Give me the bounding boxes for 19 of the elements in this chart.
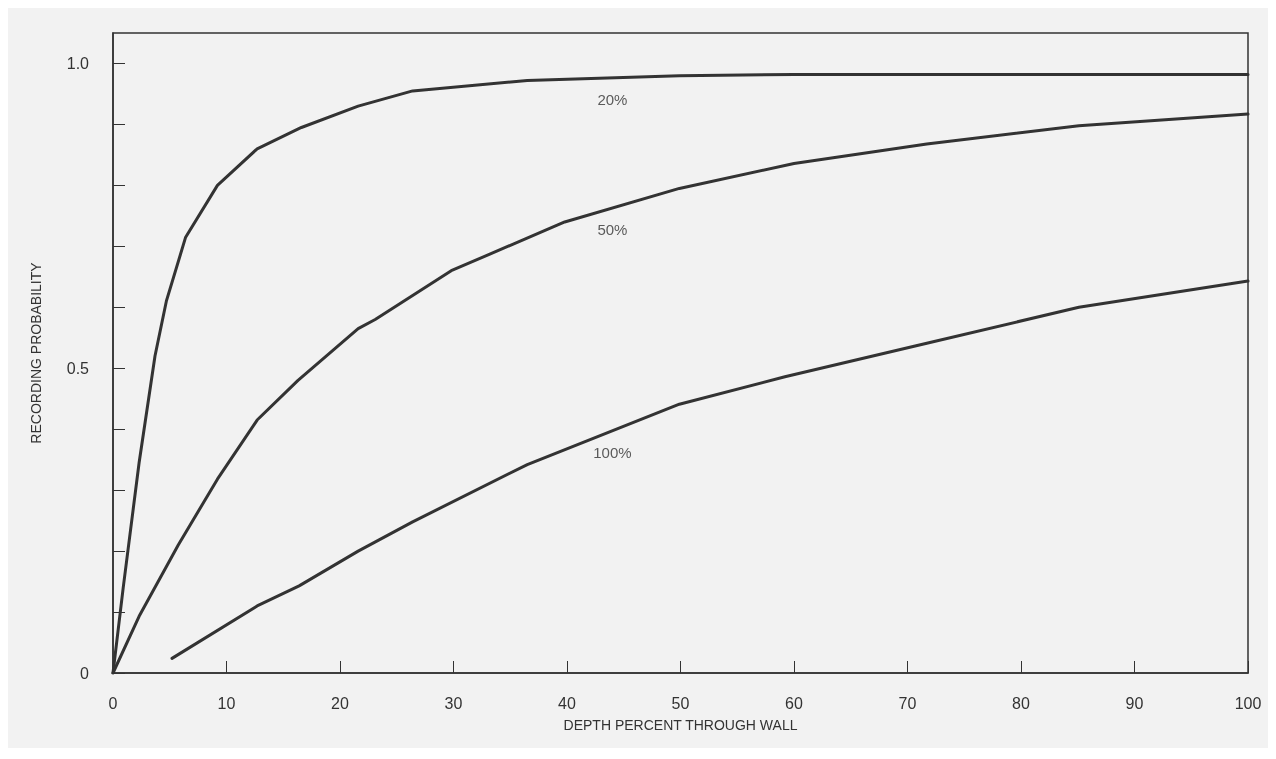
series-label: 100%: [593, 443, 632, 461]
x-tick-label: 60: [785, 694, 803, 712]
x-axis-title: DEPTH PERCENT THROUGH WALL: [563, 717, 798, 733]
x-tick-label: 80: [1012, 694, 1030, 712]
series-label: 20%: [597, 90, 628, 108]
x-tick-label: 100: [1234, 694, 1262, 712]
x-tick-label: 40: [558, 694, 576, 712]
y-tick-label: 0.5: [66, 359, 90, 377]
x-tick-label: 90: [1125, 694, 1144, 712]
x-tick-label: 0: [108, 694, 118, 712]
x-tick-label: 30: [444, 694, 463, 712]
series-label: 50%: [597, 221, 628, 239]
y-tick-label: 1.0: [66, 54, 90, 72]
x-tick-label: 20: [331, 694, 349, 712]
y-axis-title: RECORDING PROBABILITY: [28, 261, 44, 444]
x-tick-label: 50: [671, 694, 690, 712]
x-tick-label: 10: [217, 694, 236, 712]
x-tick-label: 70: [898, 694, 917, 712]
y-tick-label: 0: [80, 664, 90, 682]
